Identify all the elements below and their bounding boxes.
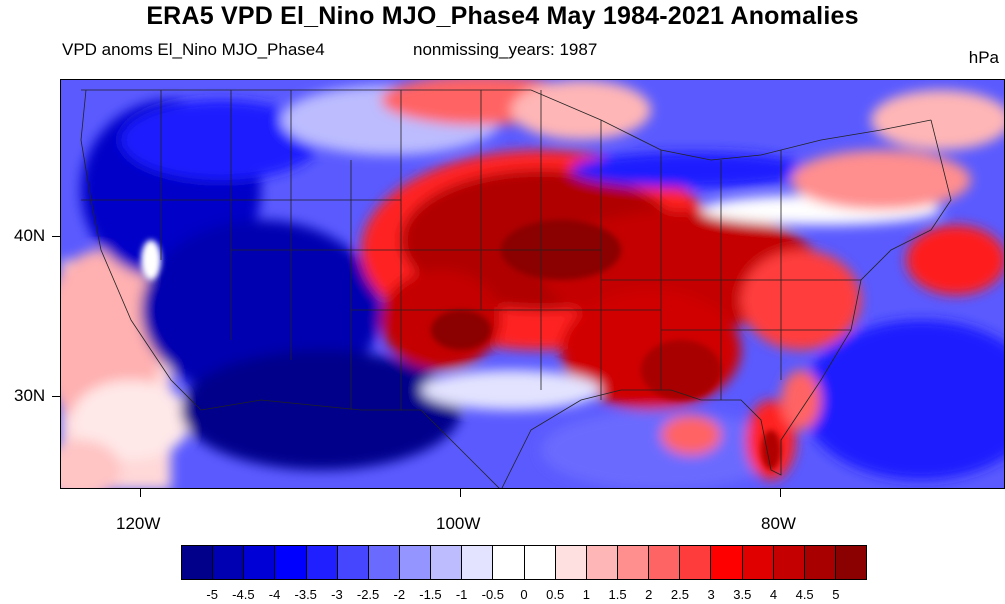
- colorbar-box: [182, 546, 214, 579]
- colorbar-box: [555, 546, 587, 579]
- subtitle-center: nonmissing_years: 1987: [413, 40, 598, 59]
- colorbar-box: [306, 546, 338, 579]
- lon-tick-100w: [460, 489, 461, 497]
- units-label: hPa: [968, 48, 999, 67]
- lat-label-30n: 30N: [14, 386, 46, 405]
- colorbar-tick-label: -5: [206, 587, 218, 602]
- colorbar-tick-label: -1.5: [419, 587, 442, 602]
- colorbar-tick-label: -4: [268, 587, 281, 602]
- boundaries: [80, 89, 952, 488]
- colorbar-box: [649, 546, 681, 579]
- colorbar-tick-label: 5: [832, 587, 840, 602]
- colorbar-tick-label: 2: [645, 587, 653, 602]
- colorbar-tick-label: -4.5: [232, 587, 255, 602]
- map-canvas: [61, 80, 1004, 488]
- colorbar-tick-label: -3.5: [294, 587, 317, 602]
- colorbar: [181, 545, 867, 580]
- colorbar-tick-label: 0: [520, 587, 528, 602]
- colorbar-tick-label: 4: [769, 587, 778, 602]
- colorbar-box: [617, 546, 650, 579]
- colorbar-box: [337, 546, 369, 579]
- colorbar-box: [275, 546, 307, 579]
- colorbar-tick-label: -1: [455, 587, 468, 602]
- subtitle-left: VPD anoms El_Nino MJO_Phase4: [62, 40, 325, 59]
- colorbar-tick-label: -2: [393, 587, 406, 602]
- lat-tick-40n: [52, 236, 60, 237]
- colorbar-tick-label: 1.5: [608, 587, 627, 602]
- colorbar-box: [773, 546, 805, 579]
- colorbar-box: [586, 546, 618, 579]
- colorbar-box: [368, 546, 400, 579]
- colorbar-box: [493, 546, 525, 579]
- lon-label-120w: 120W: [116, 514, 161, 533]
- colorbar-tick-label: 4.5: [795, 587, 814, 602]
- figure-title: ERA5 VPD El_Nino MJO_Phase4 May 1984-202…: [146, 2, 859, 30]
- colorbar-box: [213, 546, 245, 579]
- colorbar-box: [524, 546, 556, 579]
- lon-tick-120w: [140, 489, 141, 497]
- lon-tick-80w: [780, 489, 781, 497]
- lon-label-80w: 80W: [761, 514, 796, 533]
- colorbar-box: [431, 546, 463, 579]
- colorbar-box: [742, 546, 774, 579]
- lat-tick-30n: [52, 396, 60, 397]
- colorbar-tick-label: 3.5: [733, 587, 752, 602]
- colorbar-box: [462, 546, 494, 579]
- colorbar-tick-label: -2.5: [356, 587, 380, 602]
- colorbar-tick-label: 3: [707, 587, 715, 602]
- colorbar-box: [711, 546, 743, 579]
- colorbar-tick-label: 0.5: [546, 587, 565, 602]
- lat-label-40n: 40N: [14, 226, 46, 245]
- colorbar-tick-label: -0.5: [481, 587, 505, 602]
- colorbar-box: [804, 546, 836, 579]
- colorbar-tick-label: 1: [582, 587, 590, 602]
- anomaly-map: [60, 79, 1005, 489]
- colorbar-tick-label: 2.5: [670, 587, 689, 602]
- colorbar-box: [399, 546, 432, 579]
- colorbar-tick-label: -3: [331, 587, 343, 602]
- colorbar-box: [835, 546, 867, 579]
- colorbar-box: [244, 546, 276, 579]
- colorbar-box: [680, 546, 712, 579]
- lon-label-100w: 100W: [436, 514, 481, 533]
